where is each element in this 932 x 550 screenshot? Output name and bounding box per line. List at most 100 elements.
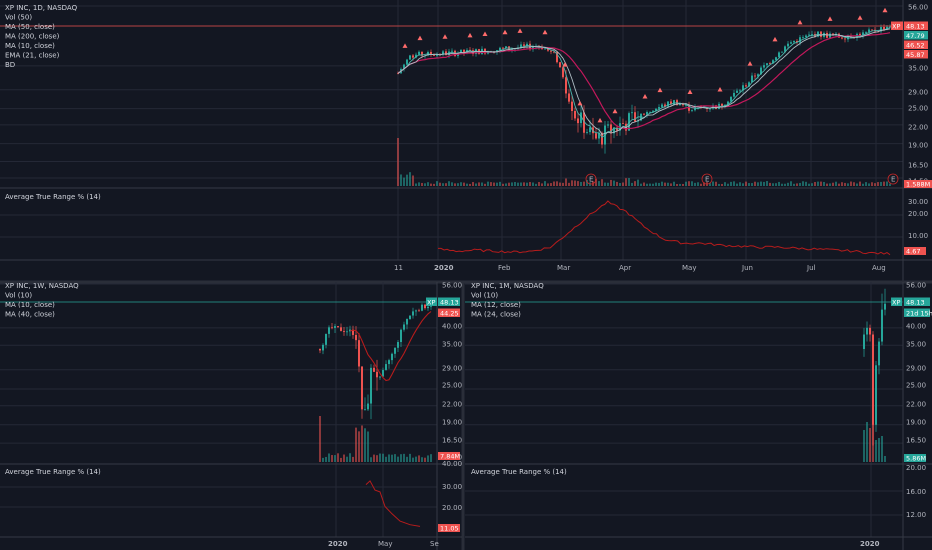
weekly-candle-body: [328, 327, 330, 334]
daily-volume-bar: [739, 182, 741, 186]
daily-volume-bar: [610, 179, 612, 186]
daily-volume-bar: [703, 182, 705, 186]
daily-volume-bar: [424, 183, 426, 186]
daily-volume-bar: [463, 182, 465, 186]
daily-candle-body: [871, 29, 873, 31]
monthly-candles: [863, 288, 886, 446]
daily-signal-triangle: [417, 35, 423, 41]
weekly-volume-bar: [403, 453, 405, 462]
daily-candle-body: [889, 26, 891, 28]
daily-signal-triangle: [772, 36, 778, 42]
daily-candle-body: [430, 51, 432, 55]
daily-volume-bar: [400, 174, 402, 186]
daily-volume-bar: [544, 181, 546, 186]
daily-candle-body: [787, 43, 789, 47]
daily-candle-body: [709, 108, 711, 110]
weekly-volume-bar: [421, 457, 423, 462]
daily-volume-bar: [577, 181, 579, 186]
daily-time-axis[interactable]: 11 2020 Feb Mar Apr May Jun Jul Aug: [394, 264, 886, 272]
weekly-volume-bar: [352, 456, 354, 462]
monthly-price-tick: 40.00: [906, 323, 926, 331]
daily-volume-bar: [676, 183, 678, 186]
weekly-volume-bars: [319, 416, 432, 462]
weekly-volume-bar: [388, 454, 390, 462]
daily-candle-body: [865, 32, 867, 33]
daily-volume-bar: [727, 183, 729, 186]
daily-volume-bar: [736, 183, 738, 186]
weekly-volume-bar: [415, 456, 417, 462]
daily-candle-body: [622, 123, 624, 124]
daily-candle-body: [754, 75, 756, 77]
daily-candle-body: [463, 49, 465, 53]
weekly-candle-body: [346, 331, 348, 333]
monthly-atr-tick: 16.00: [906, 488, 926, 496]
weekly-atr-badge: 11.05: [438, 524, 460, 533]
daily-candle-body: [442, 51, 444, 55]
daily-signal-triangle: [717, 87, 723, 92]
daily-candle-body: [565, 77, 567, 94]
daily-price-tick: 56.00: [908, 4, 928, 12]
daily-legend-title: XP INC, 1D, NASDAQ: [5, 4, 78, 12]
daily-candle-body: [646, 111, 648, 115]
weekly-price-tick: 35.00: [442, 341, 462, 349]
daily-chart-panel[interactable]: E E E XP INC, 1D, NASDAQ Vol (50) MA (50, …: [0, 0, 932, 282]
daily-signal-triangle: [597, 117, 603, 123]
monthly-atr-tick: 20.00: [906, 464, 926, 472]
daily-candle-body: [733, 92, 735, 97]
daily-candle-body: [610, 124, 612, 134]
weekly-volume-bar: [382, 453, 384, 462]
weekly-ma10-line: [349, 311, 432, 382]
daily-candle-body: [418, 51, 420, 55]
daily-legend-bd: BD: [5, 61, 15, 69]
daily-volume-bar: [565, 178, 567, 186]
daily-volume-bar: [412, 175, 414, 186]
daily-candle-body: [631, 112, 633, 114]
daily-candle-body: [766, 63, 768, 66]
weekly-candle-body: [355, 334, 357, 341]
weekly-time-axis[interactable]: 2020 May Se: [328, 540, 439, 548]
monthly-volume-bar: [863, 430, 865, 462]
daily-signal-triangle: [467, 32, 473, 38]
monthly-candle-body: [878, 341, 880, 366]
daily-candle-body: [451, 50, 453, 52]
daily-atr-badge: 4.67: [904, 247, 926, 256]
monthly-volume-badge-text: 5.86M: [906, 455, 926, 463]
daily-earnings-marker: [887, 173, 899, 185]
daily-volume-bar: [790, 181, 792, 186]
daily-volume-bar: [850, 181, 852, 186]
monthly-time-axis[interactable]: 2020: [860, 540, 880, 548]
weekly-volume-bar: [391, 454, 393, 462]
daily-volume-bar: [802, 181, 804, 186]
monthly-volume-bar: [881, 436, 883, 462]
daily-candle-body: [559, 62, 561, 68]
weekly-volume-bar: [361, 425, 363, 462]
daily-volume-bar: [475, 183, 477, 186]
daily-volume-bar: [460, 182, 462, 186]
daily-volume-bar: [820, 181, 822, 186]
weekly-legend: XP INC, 1W, NASDAQ Vol (10) MA (10, clos…: [5, 282, 79, 319]
weekly-series-tag-text: XP: [427, 299, 435, 307]
daily-volume-bar: [454, 183, 456, 186]
monthly-time-tick: 2020: [860, 540, 880, 548]
weekly-chart-panel[interactable]: XP INC, 1W, NASDAQ Vol (10) MA (10, clos…: [0, 282, 462, 550]
daily-volume-bar: [586, 179, 588, 186]
daily-candle-body: [802, 36, 804, 38]
daily-volume-bar: [811, 183, 813, 186]
daily-candle-body: [742, 85, 744, 91]
daily-volume-bar: [430, 183, 432, 186]
weekly-volume-bar: [430, 454, 432, 462]
monthly-candle-body: [884, 303, 886, 310]
daily-signal-triangle: [747, 61, 753, 66]
weekly-series-tag: [426, 297, 437, 306]
daily-volume-bar: [568, 182, 570, 186]
weekly-volume-bar: [349, 453, 351, 462]
weekly-volume-bar: [340, 457, 342, 462]
weekly-atr-tick: 20.00: [442, 504, 462, 512]
monthly-chart-panel[interactable]: XP INC, 1M, NASDAQ Vol (10) MA (12, clos…: [465, 282, 932, 550]
daily-volume-bar: [469, 183, 471, 186]
daily-candle-body: [739, 90, 741, 92]
weekly-time-tick: 2020: [328, 540, 348, 548]
weekly-volume-bar: [370, 457, 372, 462]
daily-ema21-line: [397, 28, 891, 135]
